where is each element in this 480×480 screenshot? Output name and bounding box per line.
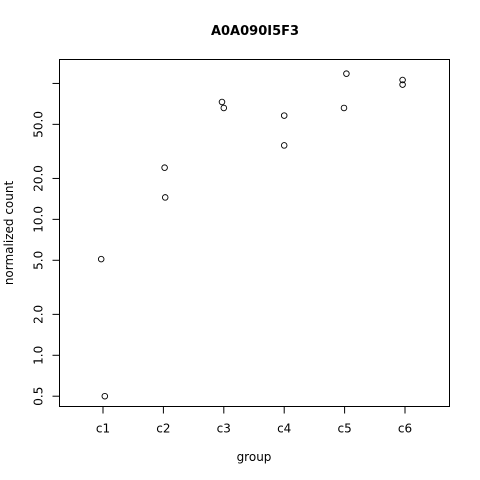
y-tick-label-1: 1.0 bbox=[32, 346, 46, 365]
y-axis-label: normalized count bbox=[2, 181, 16, 286]
data-points bbox=[97, 70, 406, 400]
x-tick-label-c5: c5 bbox=[337, 422, 351, 436]
data-point-c4-7 bbox=[280, 142, 288, 149]
data-point-c5-9 bbox=[340, 104, 348, 112]
y-tick-label-4: 10.0 bbox=[32, 206, 46, 233]
data-point-c6-11 bbox=[399, 81, 406, 88]
data-point-c5-8 bbox=[343, 70, 350, 77]
x-tick-label-c6: c6 bbox=[398, 422, 412, 436]
x-axis: c1 c2 c3 c4 c5 c6 bbox=[96, 406, 412, 436]
y-axis: 0.5 1.0 2.0 5.0 10.0 20.0 50.0 bbox=[32, 82, 60, 406]
data-point-c1-0 bbox=[97, 255, 105, 263]
x-tick-label-c3: c3 bbox=[217, 422, 231, 436]
data-point-c2-2 bbox=[161, 164, 168, 171]
data-point-c2-3 bbox=[161, 194, 169, 201]
y-tick-label-6: 50.0 bbox=[32, 111, 46, 138]
x-tick-label-c2: c2 bbox=[156, 422, 170, 436]
x-tick-label-c1: c1 bbox=[96, 422, 110, 436]
data-point-c3-5 bbox=[220, 104, 228, 112]
y-tick-label-0: 0.5 bbox=[32, 387, 46, 406]
data-point-c4-6 bbox=[280, 112, 288, 119]
plot-frame bbox=[59, 59, 450, 407]
data-point-c6-10 bbox=[399, 76, 406, 84]
x-tick-label-c4: c4 bbox=[277, 422, 291, 436]
y-tick-label-3: 5.0 bbox=[32, 251, 46, 270]
data-point-c1-1 bbox=[101, 392, 109, 400]
y-tick-label-5: 20.0 bbox=[32, 165, 46, 192]
x-axis-label: group bbox=[237, 450, 272, 464]
y-tick-label-2: 2.0 bbox=[32, 305, 46, 324]
data-point-c3-4 bbox=[218, 98, 226, 106]
chart-title: A0A090I5F3 bbox=[211, 24, 299, 39]
